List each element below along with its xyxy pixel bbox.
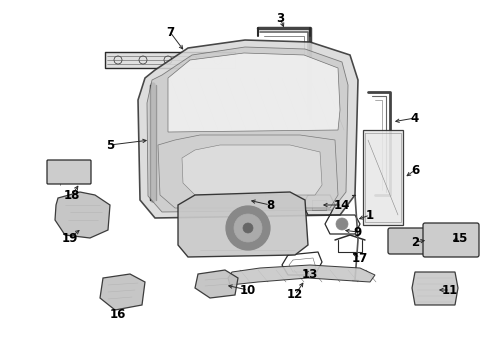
Circle shape [243,223,253,233]
Text: 12: 12 [287,288,303,302]
Polygon shape [100,274,145,310]
Text: 11: 11 [442,284,458,297]
Polygon shape [138,40,358,218]
Text: 7: 7 [166,26,174,39]
Polygon shape [412,272,458,305]
Text: 9: 9 [354,225,362,239]
Text: 3: 3 [276,12,284,24]
Circle shape [336,218,348,230]
Text: 1: 1 [366,208,374,221]
Polygon shape [168,53,340,132]
Polygon shape [182,145,322,195]
FancyBboxPatch shape [388,228,430,254]
Text: 18: 18 [64,189,80,202]
Polygon shape [105,52,235,68]
Text: 10: 10 [240,284,256,297]
Text: 19: 19 [62,231,78,244]
Text: 13: 13 [302,269,318,282]
Circle shape [234,214,262,242]
Text: 17: 17 [352,252,368,265]
Text: 5: 5 [106,139,114,152]
Text: 8: 8 [266,198,274,212]
Text: 2: 2 [411,235,419,248]
Text: 15: 15 [452,231,468,244]
FancyBboxPatch shape [47,160,91,184]
Polygon shape [363,130,403,225]
Text: 6: 6 [411,163,419,176]
Text: 16: 16 [110,309,126,321]
Polygon shape [195,270,238,298]
Polygon shape [158,135,338,208]
Text: 14: 14 [334,198,350,212]
Polygon shape [228,265,375,285]
Text: 4: 4 [411,112,419,125]
Polygon shape [178,192,308,257]
Polygon shape [55,192,110,238]
Polygon shape [147,47,348,212]
Circle shape [226,206,270,250]
FancyBboxPatch shape [423,223,479,257]
